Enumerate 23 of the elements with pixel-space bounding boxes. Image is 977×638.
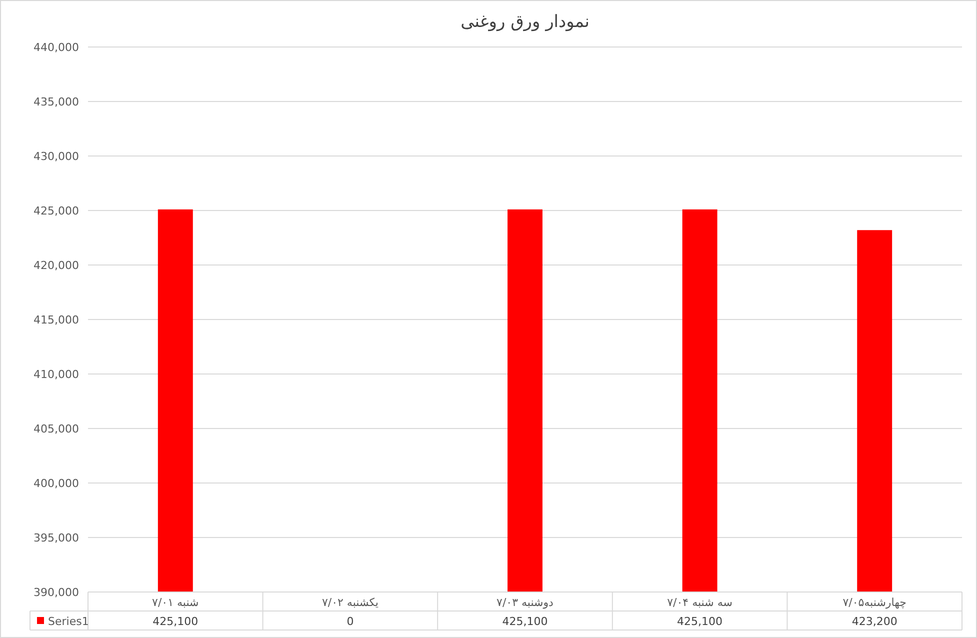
y-tick-label: 430,000 xyxy=(34,150,79,163)
data-label: 423,200 xyxy=(852,615,898,628)
y-tick-label: 420,000 xyxy=(34,259,79,272)
x-tick-label: چهارشنبه۷/۰۵ xyxy=(842,596,906,609)
y-tick-label: 435,000 xyxy=(34,96,79,108)
y-tick-label: 390,000 xyxy=(34,586,79,599)
x-tick-label: سه شنبه ۷/۰۴ xyxy=(667,596,732,609)
x-tick-label: شنبه ۷/۰۱ xyxy=(152,596,199,609)
chart-title: نمودار ورق روغنی xyxy=(460,12,590,32)
y-tick-label: 415,000 xyxy=(34,314,79,326)
x-tick-label: یکشنبه ۷/۰۲ xyxy=(322,596,378,609)
legend-label: Series1 xyxy=(48,615,89,628)
y-tick-label: 395,000 xyxy=(34,532,79,544)
y-tick-label: 405,000 xyxy=(34,422,79,436)
y-tick-label: 400,000 xyxy=(34,477,79,490)
data-label: 425,100 xyxy=(677,615,723,628)
text: 0 xyxy=(346,615,354,628)
y-tick-label: 410,000 xyxy=(34,368,79,381)
x-tick-label: دوشنبه ۷/۰۳ xyxy=(496,596,554,609)
data-label: 425,100 xyxy=(502,615,548,628)
data-label: 425,100 xyxy=(152,615,198,628)
y-tick-label: 425,000 xyxy=(34,204,79,218)
y-tick-label: 440,000 xyxy=(34,41,79,54)
